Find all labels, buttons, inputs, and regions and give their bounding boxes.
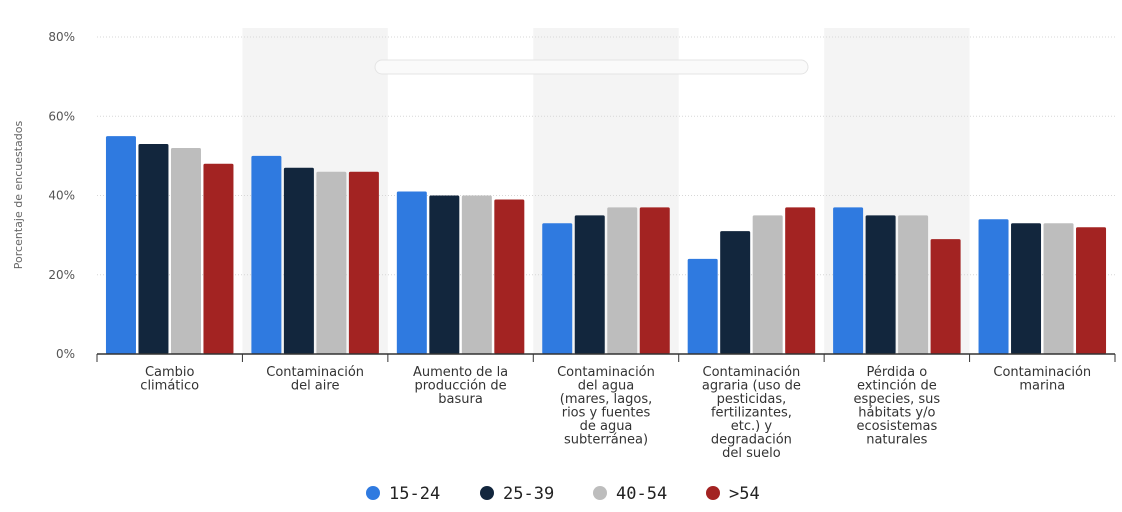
bar->54[interactable]: [930, 239, 961, 354]
bar->54[interactable]: [348, 171, 379, 354]
x-category-label: Contaminación marina: [993, 365, 1091, 394]
bar-40-54[interactable]: [170, 147, 201, 354]
bar-15-24[interactable]: [978, 219, 1009, 354]
legend-item[interactable]: 40-54: [593, 484, 667, 504]
x-category-label: Cambio climático: [140, 365, 199, 394]
bar-25-39[interactable]: [283, 167, 314, 354]
bars: [105, 136, 1107, 355]
bar-25-39[interactable]: [1011, 223, 1042, 354]
bar-25-39[interactable]: [429, 195, 460, 355]
x-category-label: Contaminación del agua (mares, lagos, rios …: [557, 365, 655, 448]
legend-marker: [366, 486, 380, 500]
legend-item[interactable]: 25-39: [480, 484, 554, 504]
legend-marker: [480, 486, 494, 500]
y-tick-label: 60%: [48, 109, 75, 123]
x-axis-ticks: [96, 354, 1116, 362]
bar-15-24[interactable]: [251, 155, 282, 354]
legend-item[interactable]: >54: [706, 484, 760, 504]
bar->54[interactable]: [203, 163, 234, 354]
bar-15-24[interactable]: [833, 207, 864, 354]
bar->54[interactable]: [639, 207, 670, 354]
bar-40-54[interactable]: [316, 171, 347, 354]
x-category-label: Pérdida o extinción de especies, sus hábita…: [854, 365, 941, 448]
bar-15-24[interactable]: [687, 258, 718, 354]
bar-40-54[interactable]: [898, 215, 929, 354]
y-tick-label: 80%: [48, 30, 75, 44]
legend-marker: [593, 486, 607, 500]
y-axis-ticks: 0% 20% 40% 60% 80%: [48, 30, 75, 361]
y-tick-label: 0%: [56, 347, 75, 361]
y-axis-label: Porcentaje de encuestados: [12, 121, 25, 270]
bar-25-39[interactable]: [720, 231, 751, 354]
bar->54[interactable]: [785, 207, 816, 354]
bar-40-54[interactable]: [1043, 223, 1074, 354]
bar-25-39[interactable]: [574, 215, 605, 354]
legend: 15-24 25-39 40-54 >54: [366, 484, 760, 504]
x-category-label: Contaminación agraria (uso de pesticidas, f…: [702, 365, 801, 461]
legend-label: 25-39: [503, 484, 554, 504]
bar-15-24[interactable]: [542, 223, 573, 354]
bar->54[interactable]: [494, 199, 525, 354]
bar-25-39[interactable]: [138, 143, 169, 354]
y-tick-label: 40%: [48, 189, 75, 203]
bar-15-24[interactable]: [396, 191, 427, 354]
x-axis-categories: Cambio climático Contaminación del aire Aume…: [140, 365, 1091, 461]
bar-25-39[interactable]: [865, 215, 896, 354]
bar-40-54[interactable]: [607, 207, 638, 354]
bar-40-54[interactable]: [461, 195, 492, 355]
legend-item[interactable]: 15-24: [366, 484, 440, 504]
column-bands: [242, 28, 970, 354]
y-tick-label: 20%: [48, 268, 75, 282]
bar->54[interactable]: [1076, 227, 1107, 354]
x-category-label: Aumento de la producción de basura: [413, 365, 508, 407]
bar-15-24[interactable]: [105, 136, 136, 354]
legend-label: >54: [729, 484, 760, 504]
bar-40-54[interactable]: [752, 215, 783, 354]
legend-label: 40-54: [616, 484, 667, 504]
scrollbar[interactable]: [374, 59, 809, 75]
legend-label: 15-24: [389, 484, 440, 504]
legend-marker: [706, 486, 720, 500]
x-category-label: Contaminación del aire: [266, 365, 364, 394]
